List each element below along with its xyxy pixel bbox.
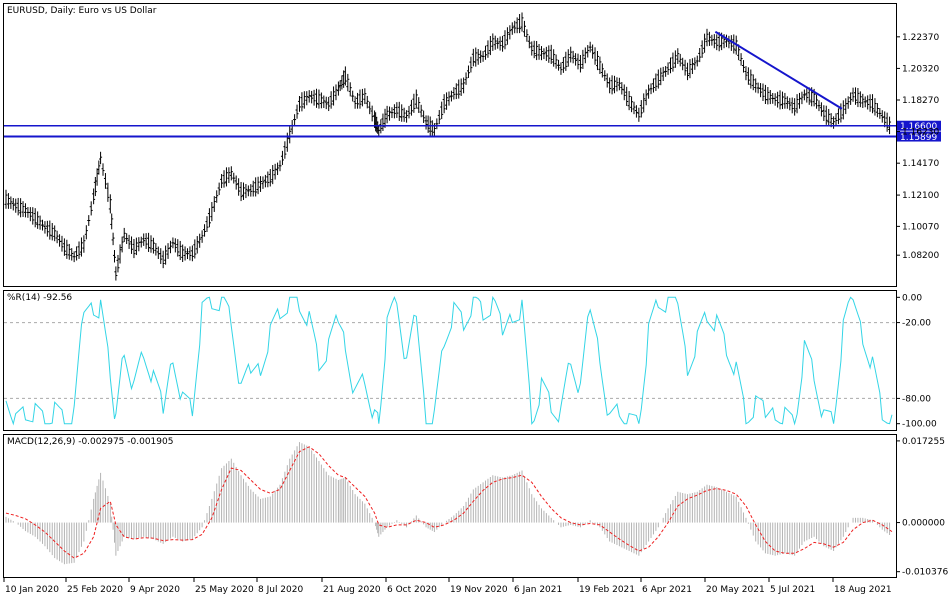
price-level-tag-label: 1.15899 [900, 133, 937, 143]
price-pane-frame [3, 3, 897, 287]
price-axis-tick-label: 1.16230 [902, 127, 939, 137]
time-axis-tick-label: 25 May 2020 [195, 585, 254, 595]
williams-r-axis-tick-label: -20.00 [902, 319, 931, 329]
price-series [4, 12, 892, 281]
price-level-tag-label: 1.16600 [900, 122, 937, 132]
time-axis-tick-label: 6 Apr 2021 [642, 585, 692, 595]
macd-axis-tick-label: 0.017255 [902, 437, 945, 447]
price-axis-tick-label: 1.08200 [902, 251, 939, 261]
williams-r-axis-tick-label: -100.00 [902, 420, 937, 430]
time-axis-tick-label: 20 May 2021 [706, 585, 765, 595]
price-level-tag [897, 120, 941, 131]
time-axis-tick-label: 25 Feb 2020 [67, 585, 123, 595]
price-level-tag [897, 131, 941, 142]
macd-axis-tick-label: 0.000000 [902, 519, 945, 529]
macd-pane-frame [3, 434, 897, 578]
williams-r-axis-tick-label: 0.00 [902, 293, 922, 303]
time-axis-tick-label: 19 Nov 2020 [450, 585, 508, 595]
price-axis-tick-label: 1.10070 [902, 222, 939, 232]
time-axis-tick-label: 8 Jul 2020 [258, 585, 303, 595]
macd-label: MACD(12,26,9) -0.002975 -0.001905 [7, 437, 173, 447]
time-axis-tick-label: 6 Oct 2020 [387, 585, 437, 595]
williams-pane-frame [3, 290, 897, 431]
time-axis-tick-label: 21 Aug 2020 [323, 585, 381, 595]
price-axis-tick-label: 1.14170 [902, 159, 939, 169]
williams-r-axis-tick-label: -80.00 [902, 394, 931, 404]
time-axis-tick-label: 10 Jan 2020 [5, 585, 59, 595]
macd-series [5, 442, 893, 565]
price-axis-tick-label: 1.20320 [902, 64, 939, 74]
williams-r-series [4, 295, 896, 426]
price-axis-tick-label: 1.22370 [902, 33, 939, 43]
time-axis-tick-label: 6 Jan 2021 [514, 585, 562, 595]
time-axis-tick-label: 19 Feb 2021 [579, 585, 635, 595]
price-axis-tick-label: 1.12100 [902, 191, 939, 201]
williams-r-line [5, 295, 893, 426]
price-axis-tick-label: 1.18270 [902, 96, 939, 106]
symbol-label: EURUSD, Daily: Euro vs US Dollar [7, 6, 157, 16]
axes: 1.08200 1.10070 1.12100 1.14170 1.16230 1.182… [3, 33, 948, 595]
trendline [714, 30, 843, 110]
time-axis-tick-label: 18 Aug 2021 [834, 585, 892, 595]
macd-signal-line [5, 446, 893, 559]
williams-r-label: %R(14) -92.56 [7, 293, 72, 303]
time-axis-tick-label: 5 Jul 2021 [770, 585, 815, 595]
time-axis-tick-label: 9 Apr 2020 [130, 585, 180, 595]
trendline-group [714, 30, 843, 110]
macd-axis-tick-label: -0.010376 [902, 568, 948, 578]
